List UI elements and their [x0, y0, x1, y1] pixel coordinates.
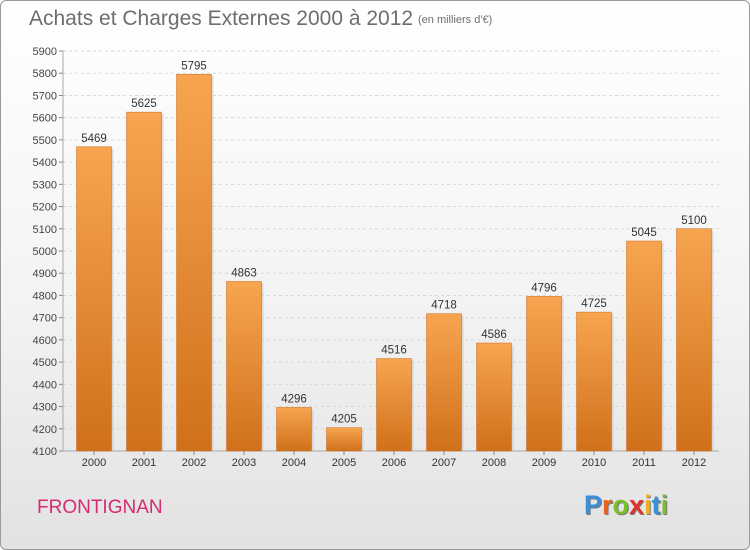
y-tick-label: 4500	[33, 357, 57, 369]
x-tick-label: 2002	[182, 457, 206, 469]
y-tick-label: 4100	[33, 446, 57, 458]
data-label: 5625	[131, 98, 157, 110]
logo-letter: t	[651, 490, 661, 520]
bar	[426, 313, 462, 452]
y-tick-label: 5900	[33, 46, 57, 58]
bar	[576, 311, 612, 452]
chart-title: Achats et Charges Externes 2000 à 2012	[29, 7, 414, 30]
x-tick-label: 2011	[632, 457, 656, 469]
bar	[276, 407, 312, 452]
data-label: 5100	[681, 215, 707, 227]
y-tick-label: 4200	[33, 424, 57, 436]
y-tick-label: 5500	[33, 135, 57, 147]
logo-letter: o	[612, 490, 630, 520]
data-labels: 5469 5625 5795 4863 4296 4205 4516 4718 4586 4796…	[81, 60, 707, 425]
bar	[676, 228, 712, 452]
x-tick-label: 2005	[332, 457, 356, 469]
x-tick-label: 2009	[532, 457, 556, 469]
y-tick-label: 5700	[33, 90, 57, 102]
logo-letter: P	[584, 490, 603, 520]
y-tick-label: 4700	[33, 313, 57, 325]
commune-name: FRONTIGNAN	[37, 497, 163, 518]
logo-letter: i	[660, 490, 669, 520]
logo-letter: i	[644, 490, 652, 520]
data-label: 4718	[431, 300, 457, 312]
x-axis-ticks: 2000 2001 2002 2003 2004 2005 2006 2007 2008 2009…	[82, 451, 706, 469]
bar	[226, 281, 262, 452]
data-label: 5795	[181, 60, 207, 72]
x-tick-label: 2010	[582, 457, 606, 469]
y-tick-label: 4800	[33, 290, 57, 302]
x-tick-label: 2001	[132, 457, 156, 469]
data-label: 4725	[581, 298, 607, 310]
bar	[176, 74, 212, 452]
bar	[326, 427, 362, 452]
data-label: 4586	[481, 329, 507, 341]
y-tick-label: 5800	[33, 68, 57, 80]
bar	[626, 240, 662, 452]
y-tick-label: 5000	[33, 246, 57, 258]
logo-letter: x	[629, 490, 645, 520]
y-tick-label: 5300	[33, 179, 57, 191]
x-tick-label: 2012	[682, 457, 706, 469]
logo-letter: r	[602, 490, 613, 520]
bar	[376, 358, 412, 452]
chart-subtitle: (en milliers d'€)	[418, 14, 493, 26]
y-tick-label: 5100	[33, 224, 57, 236]
bar	[76, 146, 112, 452]
y-tick-label: 4600	[33, 335, 57, 347]
data-label: 4205	[331, 414, 357, 426]
y-tick-label: 4400	[33, 379, 57, 391]
x-tick-label: 2008	[482, 457, 506, 469]
bar	[526, 296, 562, 452]
bar	[476, 342, 512, 452]
x-tick-label: 2000	[82, 457, 106, 469]
x-tick-label: 2003	[232, 457, 256, 469]
bar	[126, 111, 162, 452]
y-tick-label: 5400	[33, 157, 57, 169]
data-label: 5045	[631, 227, 657, 239]
x-tick-label: 2007	[432, 457, 456, 469]
data-label: 4863	[231, 267, 257, 279]
y-tick-label: 4900	[33, 268, 57, 280]
data-label: 4516	[381, 345, 407, 357]
data-label: 4796	[531, 282, 557, 294]
x-tick-label: 2004	[282, 457, 306, 469]
proxiti-logo: Proxiti	[584, 490, 668, 521]
data-label: 5469	[81, 133, 107, 145]
y-tick-label: 5200	[33, 202, 57, 214]
bars	[76, 74, 714, 452]
data-label: 4296	[281, 393, 307, 405]
x-tick-label: 2006	[382, 457, 406, 469]
y-tick-label: 5600	[33, 113, 57, 125]
y-tick-label: 4300	[33, 402, 57, 414]
